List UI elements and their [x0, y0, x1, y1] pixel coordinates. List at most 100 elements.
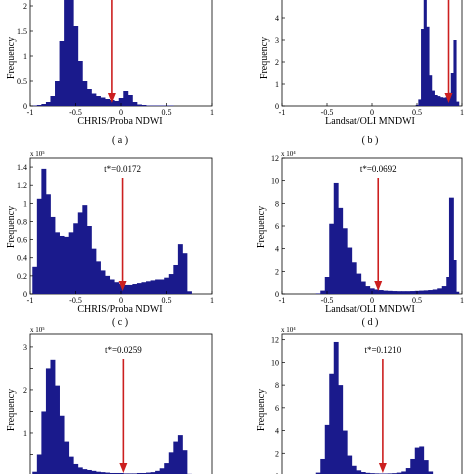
histogram-bar-a: [77, 61, 83, 106]
histogram-bar-f: [360, 472, 366, 474]
histogram-bar-f: [401, 471, 407, 474]
histogram-bar-e: [109, 472, 115, 474]
histogram-bar-f: [396, 472, 402, 474]
histogram-bar-f: [342, 430, 348, 474]
y-tick-label-b: 2: [275, 58, 279, 67]
histogram-bar-e: [86, 469, 92, 474]
histogram-bar-c: [186, 291, 192, 294]
x-tick-label-d: 0.5: [412, 296, 422, 305]
histogram-bar-f: [365, 472, 371, 474]
x-tick-label-d: -0.5: [321, 296, 334, 305]
x-tick-label-a: 1: [210, 108, 214, 117]
histogram-bar-c: [55, 232, 60, 294]
histogram-bar-f: [356, 470, 362, 474]
panel-d-ylabel: Frequency: [256, 206, 267, 248]
histogram-bar-d: [383, 290, 389, 294]
panel-c-ylabel: Frequency: [6, 206, 17, 248]
histogram-bar-c: [164, 277, 170, 294]
histogram-bar-c: [127, 284, 133, 294]
panel-f-plot: 0 2 4 6 8 10 12 t*=0.1210: [271, 333, 463, 474]
histogram-bar-b: [426, 26, 430, 106]
histogram-bar-a: [55, 81, 60, 106]
panel-c-xlabel: CHRIS/Proba NDWI: [77, 304, 162, 315]
histogram-bar-e: [141, 472, 147, 474]
histogram-bar-d: [387, 290, 393, 294]
y-tick-label-d: 8: [275, 199, 279, 208]
axes-frame-e: [29, 333, 213, 474]
y-tick-label-c: 0.8: [17, 217, 27, 226]
x-tick-label-c: -1: [27, 296, 34, 305]
y-tick-label-c: 1.4: [17, 163, 27, 172]
panel-b-plot: -1 -0.5 0 0.5 1 0 1 2 3 4: [275, 0, 464, 117]
histogram-bar-e: [68, 456, 74, 474]
histogram-bar-f: [423, 460, 429, 474]
histogram-bar-d: [356, 273, 362, 294]
panel-c-caption: ( c ): [112, 317, 128, 328]
panel-d: x 10⁴ Frequency -1 -0.5 0 0.5 1024681012t*=0…: [256, 150, 464, 328]
histogram-bar-e: [177, 435, 183, 474]
histogram-bar-c: [59, 235, 65, 294]
histogram-bar-e: [150, 472, 156, 474]
panel-c-exponent: x 10⁵: [30, 150, 45, 158]
histogram-bar-c: [86, 226, 92, 294]
threshold-label-e: t*=0.0259: [105, 345, 142, 355]
threshold-label-c: t*=0.0172: [104, 164, 141, 174]
histogram-bar-e: [100, 472, 106, 474]
y-tick-label-c: 0: [23, 290, 27, 299]
y-tick-label-c: 0.2: [17, 272, 27, 281]
threshold-label-f: t*=0.1210: [364, 345, 401, 355]
histogram-bar-d: [351, 262, 357, 294]
histogram-bar-e: [164, 463, 170, 474]
y-tick-label-f: 0: [275, 472, 279, 474]
histogram-bar-e: [114, 472, 120, 474]
histogram-bar-c: [136, 283, 142, 294]
histogram-bar-d: [401, 291, 407, 294]
histogram-bar-a: [136, 104, 142, 106]
y-tick-label-f: 10: [271, 358, 279, 367]
histogram-bar-a: [82, 81, 88, 106]
panel-e-ylabel: Frequency: [6, 389, 17, 431]
x-tick-label-b: 0: [370, 108, 374, 117]
histogram-bar-c: [123, 284, 129, 294]
histogram-bar-a: [41, 104, 47, 106]
histogram-bar-d: [428, 290, 434, 294]
histogram-bar-a: [159, 105, 165, 106]
histogram-bar-c: [118, 284, 124, 294]
histogram-bar-f: [405, 468, 411, 474]
histogram-bar-e: [32, 471, 38, 474]
histogram-bar-c: [91, 248, 97, 294]
x-tick-label-c: -0.5: [69, 296, 82, 305]
histogram-bar-b: [456, 101, 460, 106]
histogram-bar-a: [146, 105, 151, 106]
histogram-bar-b: [429, 75, 433, 106]
histogram-bar-c: [36, 198, 42, 294]
x-tick-label-c: 1: [210, 296, 214, 305]
y-tick-label-a: 0.5: [17, 77, 27, 86]
histogram-bar-d: [333, 182, 339, 294]
histogram-bar-c: [132, 284, 138, 294]
histogram-bar-c: [100, 270, 106, 294]
x-tick-label-a: -0.5: [69, 108, 82, 117]
x-tick-label-d: 1: [460, 296, 464, 305]
panel-b-ylabel: Frequency: [259, 37, 270, 79]
y-tick-label-d: 4: [275, 245, 279, 254]
histogram-bar-c: [95, 261, 101, 294]
histogram-bar-c: [82, 205, 88, 294]
panel-d-xlabel: Landsat/OLI MNDWI: [325, 304, 415, 315]
threshold-arrow-head-b: [444, 93, 453, 103]
histogram-bar-d: [405, 291, 411, 294]
panel-e-exponent: x 10⁵: [30, 326, 45, 334]
histogram-bar-b: [442, 97, 446, 106]
histogram-bar-d: [423, 290, 429, 294]
histogram-bar-d: [410, 291, 416, 294]
histogram-bar-f: [329, 373, 335, 474]
panel-c: x 10⁵ Frequency -1 -0.5 0 0.5 1 0 0.2 0.4 0.6 0.8…: [6, 150, 214, 328]
y-tick-label-e: 3: [23, 343, 27, 352]
histogram-bar-c: [41, 168, 47, 294]
histogram-bar-c: [50, 216, 56, 294]
histogram-bar-e: [159, 468, 165, 474]
histogram-bar-f: [347, 455, 353, 474]
histogram-bar-f: [333, 341, 339, 474]
histogram-bar-e: [45, 368, 51, 474]
